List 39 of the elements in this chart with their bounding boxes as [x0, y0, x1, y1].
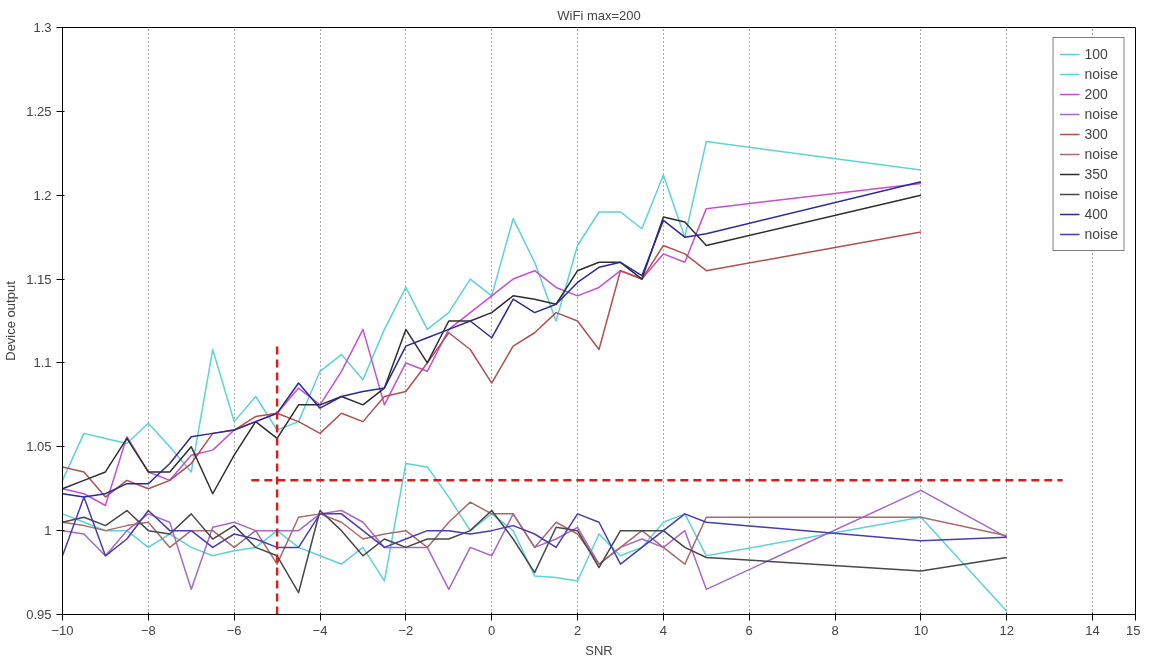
x-tick-label: −10	[51, 622, 74, 638]
x-tick-label: 12	[999, 622, 1014, 638]
legend-label: 400	[1084, 206, 1108, 222]
line-series	[62, 140, 922, 482]
x-tick-label: 10	[913, 622, 929, 638]
x-axis-title: SNR	[585, 642, 613, 658]
x-tick-label: 6	[745, 622, 753, 638]
legend-label: noise	[1084, 66, 1118, 82]
y-tick-label: 0.95	[26, 607, 52, 622]
line-series	[62, 509, 1008, 594]
y-tick-label: 1	[44, 523, 52, 539]
legend-label: 200	[1084, 86, 1108, 102]
chart-title: WiFi max=200	[557, 7, 641, 23]
legend-label: 100	[1084, 46, 1108, 62]
x-tick-label: 8	[831, 622, 839, 638]
line-series	[62, 489, 1008, 591]
legend-label: 300	[1084, 126, 1108, 142]
legend-label: noise	[1084, 106, 1118, 122]
x-tick-label: −8	[140, 622, 156, 638]
y-tick-label: 1.2	[33, 187, 52, 203]
x-tick-label: −6	[226, 622, 242, 638]
legend-label: noise	[1084, 146, 1118, 162]
line-series	[62, 462, 1008, 612]
legend-label: 350	[1084, 166, 1108, 182]
y-tick-label: 1.3	[33, 20, 52, 35]
legend-label: noise	[1084, 226, 1118, 242]
y-tick-label: 1.1	[33, 355, 52, 371]
x-tick-label: 4	[659, 622, 667, 638]
x-tick-label: 2	[573, 622, 582, 638]
y-axis-title: Device output	[3, 280, 19, 361]
legend-label: noise	[1084, 186, 1118, 202]
x-tick-label: 15	[1126, 622, 1141, 638]
y-tick-label: 1.15	[26, 271, 52, 287]
y-tick-label: 1.25	[26, 103, 52, 119]
x-tick-label: −4	[312, 622, 328, 638]
x-tick-label: 0	[488, 622, 496, 638]
x-tick-label: −2	[398, 622, 414, 638]
y-tick-label: 1.05	[26, 439, 52, 455]
x-tick-label: 14	[1085, 622, 1100, 638]
